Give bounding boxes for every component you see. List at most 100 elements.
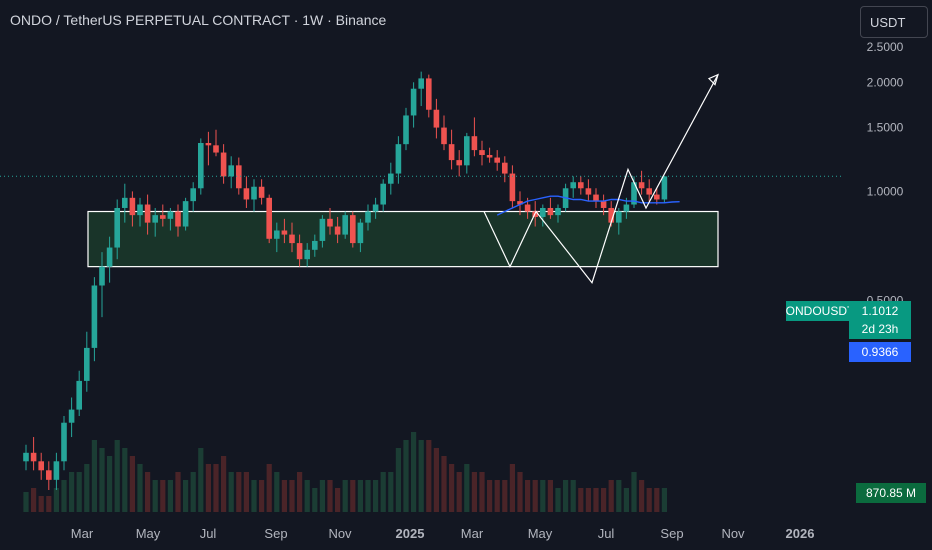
volume-bar xyxy=(228,472,234,512)
candle-body xyxy=(281,230,288,235)
price-tick-label-partial: 2.5000 xyxy=(867,40,904,54)
volume-bar xyxy=(555,488,561,512)
volume-bar xyxy=(616,480,622,512)
volume-bar xyxy=(114,440,120,512)
volume-bar xyxy=(563,480,569,512)
volume-bar xyxy=(183,480,189,512)
volume-bar xyxy=(259,480,265,512)
candle-body xyxy=(144,204,151,223)
support-zone-rectangle xyxy=(87,210,719,268)
candle-body xyxy=(198,142,204,189)
candle-body xyxy=(106,247,113,267)
support-zone-layer xyxy=(87,210,719,268)
volume-bar xyxy=(167,480,173,512)
candles-layer xyxy=(23,71,668,490)
candle-body xyxy=(471,136,478,151)
candle-body xyxy=(190,188,196,202)
candle-body xyxy=(585,188,592,195)
last-price-badge: 1.1012 xyxy=(849,301,911,321)
currency-selector-button[interactable]: USDT xyxy=(860,6,928,38)
volume-bar xyxy=(61,480,67,512)
candle-body xyxy=(456,160,462,166)
candle-body xyxy=(479,150,485,156)
volume-bar xyxy=(403,440,409,512)
candle-body xyxy=(213,145,219,153)
volume-bar xyxy=(221,456,227,512)
candle-body xyxy=(600,201,607,208)
volume-bar xyxy=(479,472,485,512)
volume-bar xyxy=(350,480,356,512)
candle-body xyxy=(30,452,37,462)
volume-bar xyxy=(395,448,401,512)
volume-bar xyxy=(380,472,386,512)
candle-body xyxy=(608,207,614,223)
candle-body xyxy=(433,109,440,128)
candle-body xyxy=(623,204,630,212)
candle-body xyxy=(502,162,508,174)
candle-body xyxy=(646,188,652,195)
candle-body xyxy=(243,188,250,200)
price-tick-label: 1.0000 xyxy=(867,184,904,198)
time-axis-label: Nov xyxy=(328,526,352,541)
projection-path-line xyxy=(483,74,719,284)
volume-bar xyxy=(205,464,211,512)
countdown-badge: 2d 23h xyxy=(849,319,911,339)
volume-bar xyxy=(274,472,280,512)
candle-body xyxy=(61,422,67,462)
volume-bar xyxy=(494,480,500,512)
volume-bar xyxy=(388,472,394,512)
time-axis-label: 2025 xyxy=(396,526,425,541)
volume-bar xyxy=(593,488,599,512)
candle-body xyxy=(114,207,120,248)
volume-bar xyxy=(129,456,135,512)
volume-bar xyxy=(540,480,546,512)
volume-bar xyxy=(578,488,584,512)
chart-title: ONDO / TetherUS PERPETUAL CONTRACT · 1W … xyxy=(10,12,387,28)
volume-bar xyxy=(297,472,303,512)
projection-arrow-head xyxy=(707,73,719,86)
time-axis-label: Jul xyxy=(598,526,615,541)
candle-body xyxy=(220,152,227,177)
candle-body xyxy=(152,215,158,223)
candle-body xyxy=(175,211,181,227)
candle-body xyxy=(289,234,295,244)
time-axis-label: Mar xyxy=(461,526,484,541)
volume-bar xyxy=(319,480,325,512)
volume-bar xyxy=(160,480,166,512)
candle-body xyxy=(342,215,348,235)
time-axis-label: Mar xyxy=(71,526,94,541)
volume-bar xyxy=(23,492,29,512)
candle-body xyxy=(296,243,303,260)
candle-body xyxy=(365,211,371,223)
volume-bar xyxy=(449,464,455,512)
time-axis-label: Sep xyxy=(660,526,683,541)
volume-bar xyxy=(502,480,508,512)
volume-bar xyxy=(433,448,439,512)
volume-bar xyxy=(373,480,379,512)
candle-body xyxy=(350,215,356,244)
candle-body xyxy=(160,215,166,219)
volume-bar xyxy=(585,488,591,512)
candle-body xyxy=(167,211,174,219)
candle-body xyxy=(258,186,265,198)
volume-bar xyxy=(38,496,44,512)
volume-bar xyxy=(631,472,637,512)
volume-bar xyxy=(441,456,447,512)
volume-bar xyxy=(418,440,424,512)
volume-bar xyxy=(312,488,318,512)
volume-bar xyxy=(243,472,249,512)
candle-body xyxy=(509,173,516,202)
volume-bar xyxy=(198,448,204,512)
candle-body xyxy=(327,218,333,227)
candle-body xyxy=(448,144,455,161)
volume-bar xyxy=(289,480,295,512)
candle-body xyxy=(304,249,310,260)
volume-layer xyxy=(23,432,667,512)
volume-bar xyxy=(639,480,645,512)
candle-body xyxy=(547,207,554,216)
candle-body xyxy=(312,240,318,250)
volume-bar xyxy=(122,448,128,512)
candle-body xyxy=(616,211,622,223)
candle-body xyxy=(129,197,136,216)
